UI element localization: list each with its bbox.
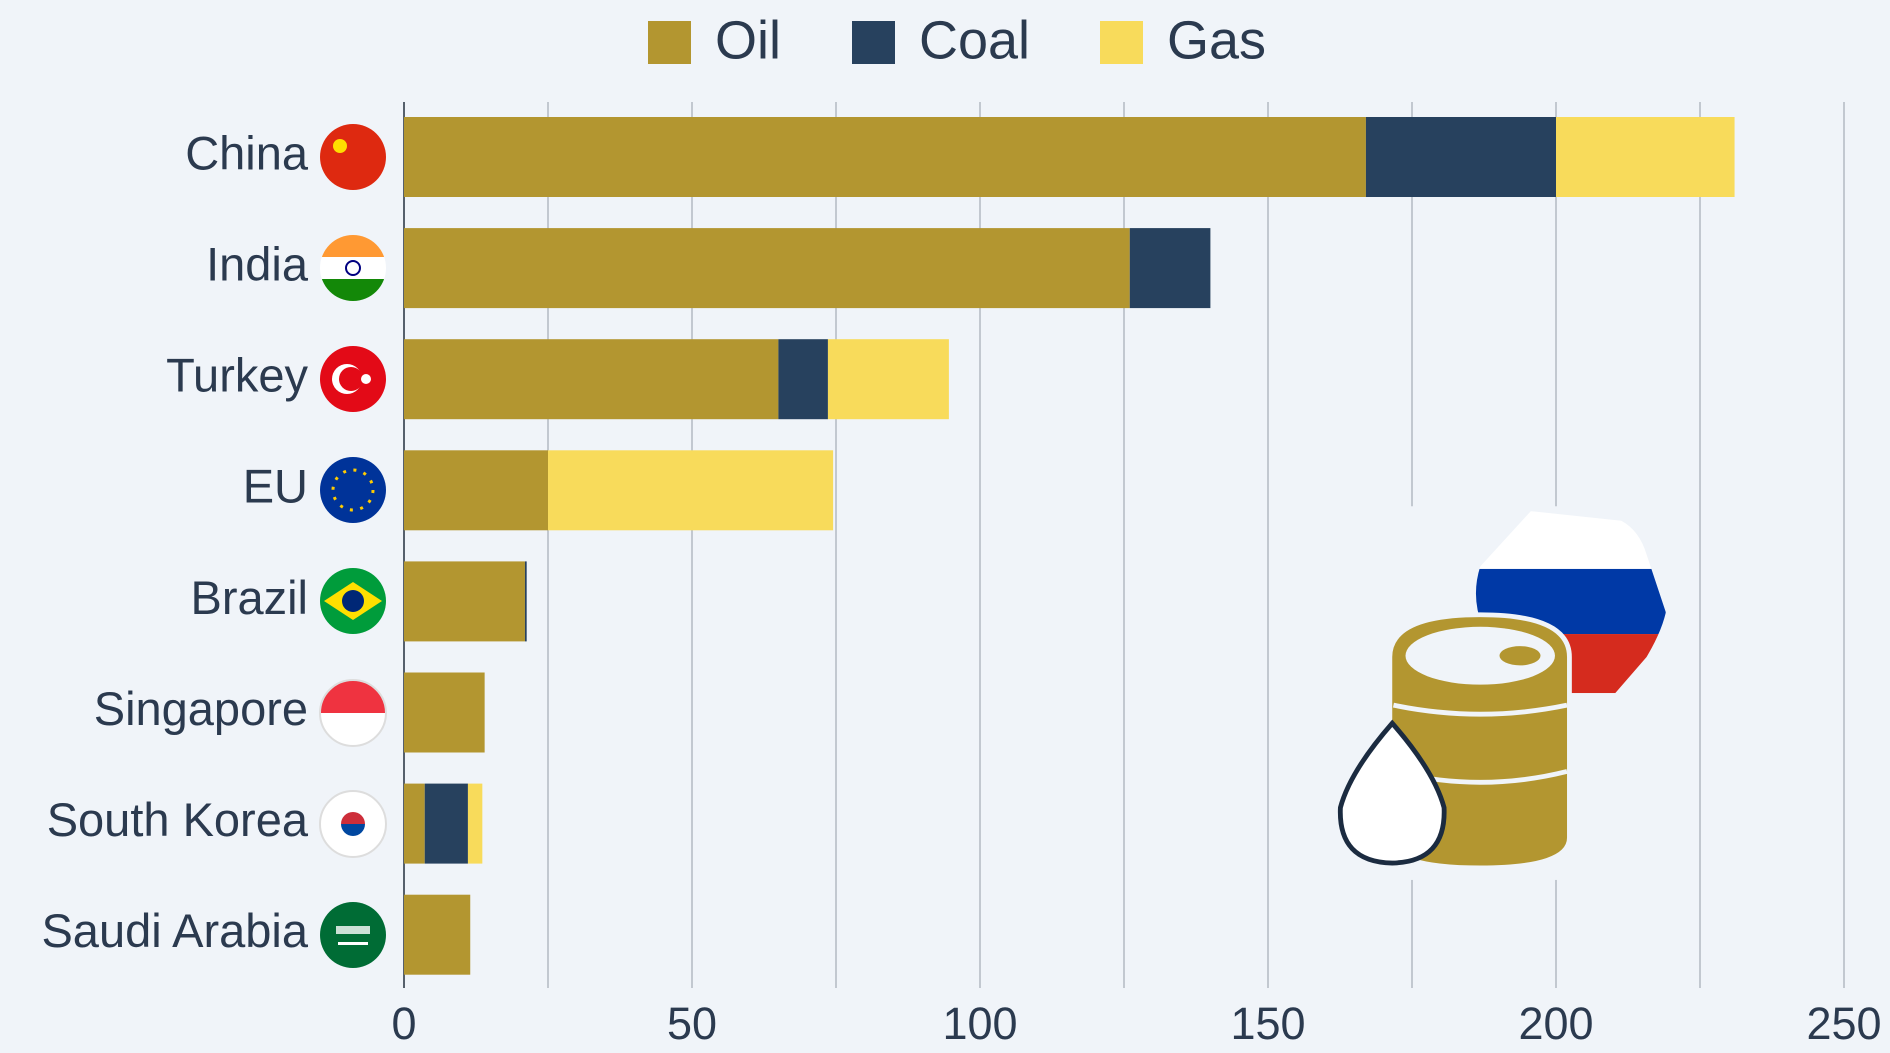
x-tick-label: 250 — [1806, 998, 1881, 1049]
x-tick-label: 50 — [667, 998, 717, 1049]
oil-drop — [1337, 719, 1447, 866]
flag-south-korea — [319, 790, 387, 858]
category-label: Turkey — [166, 349, 308, 402]
flag-turkey — [320, 346, 386, 412]
legend-swatch — [1100, 21, 1143, 64]
bar-segment — [424, 783, 468, 864]
barrel-cap — [1499, 646, 1541, 666]
flag-china — [320, 124, 386, 190]
bar-segment — [548, 450, 834, 531]
category-label: Singapore — [94, 682, 308, 735]
bar-segment — [827, 339, 949, 420]
flags — [319, 124, 387, 968]
bar-segment — [778, 339, 828, 420]
labels: 0 50 100 150 200 250 China India Turkey EU Brazil S… — [41, 10, 1881, 1049]
bar-segment — [404, 228, 1130, 309]
flag-india — [320, 235, 386, 301]
bar-segment — [524, 561, 527, 642]
legend-label: Gas — [1167, 10, 1266, 70]
flag-saudi-arabia — [320, 902, 386, 968]
x-tick-label: 150 — [1230, 998, 1305, 1049]
legend-label: Oil — [715, 10, 781, 70]
legend-swatch — [852, 21, 895, 64]
flag-eu — [320, 457, 386, 523]
legend-label: Coal — [919, 10, 1030, 70]
bar-segment — [404, 783, 425, 864]
bar-segment — [404, 117, 1366, 197]
bars — [404, 117, 1735, 975]
category-label: Brazil — [190, 571, 308, 624]
x-tick-label: 200 — [1518, 998, 1593, 1049]
bar-segment — [1129, 228, 1211, 309]
bar-segment — [1365, 117, 1556, 197]
barrel-top — [1405, 626, 1555, 685]
flag-brazil — [320, 568, 386, 634]
bar-segment — [404, 339, 779, 420]
legend-swatch — [648, 21, 691, 64]
bar-segment — [467, 783, 483, 864]
bar-segment — [1556, 117, 1735, 197]
x-tick-label: 0 — [391, 998, 416, 1049]
illustration — [1337, 506, 1682, 880]
flag-singapore — [319, 679, 387, 747]
category-label: Saudi Arabia — [41, 904, 308, 957]
category-label: China — [185, 126, 309, 179]
category-label: EU — [243, 460, 308, 513]
x-tick-label: 100 — [942, 998, 1017, 1049]
bar-segment — [404, 894, 471, 975]
bar-segment — [404, 672, 485, 753]
bar-segment — [404, 561, 525, 642]
category-label: India — [206, 238, 309, 291]
bar-segment — [404, 450, 548, 531]
category-label: South Korea — [47, 793, 309, 846]
